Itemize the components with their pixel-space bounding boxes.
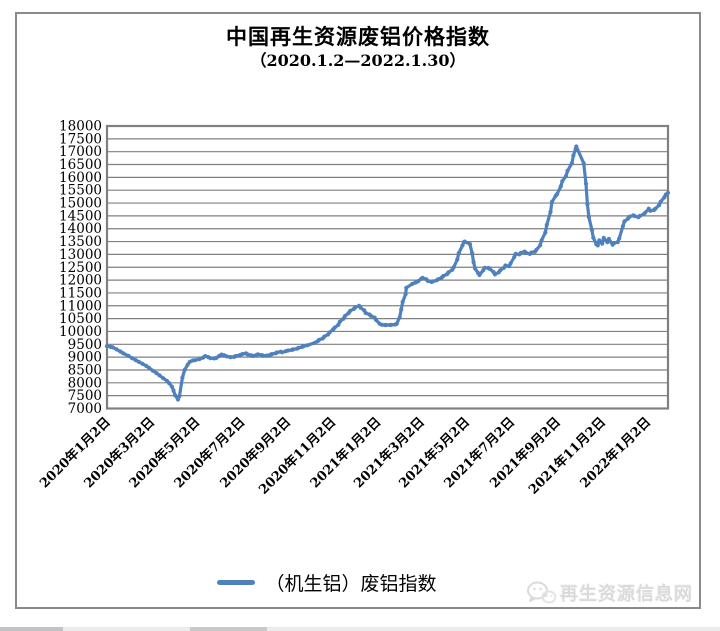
bottom-scrollbar-track[interactable] xyxy=(0,627,720,631)
chart-legend: （机生铝）废铝指数 xyxy=(17,569,637,596)
watermark: 再生资源信息网 xyxy=(526,580,693,606)
legend-line-swatch xyxy=(217,580,256,585)
chart-title: 中国再生资源废铝价格指数 xyxy=(226,24,490,49)
chart-frame: 中国再生资源废铝价格指数 （2020.1.2—2022.1.30） （机生铝）废… xyxy=(15,12,701,609)
watermark-text: 再生资源信息网 xyxy=(560,584,693,605)
scrollbar-segment[interactable] xyxy=(0,627,63,631)
legend-label: （机生铝）废铝指数 xyxy=(265,573,437,595)
chat-bubbles-icon xyxy=(527,581,556,604)
scrollbar-segment[interactable] xyxy=(190,627,267,631)
chart-subtitle: （2020.1.2—2022.1.30） xyxy=(250,51,466,70)
